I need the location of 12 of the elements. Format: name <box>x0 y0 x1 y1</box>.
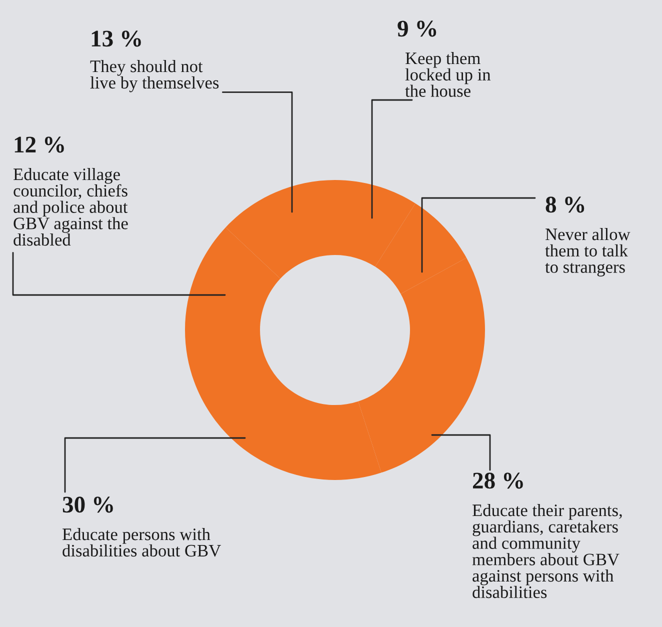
data-label: 9 % <box>398 20 436 37</box>
slice-label: Educate their parents, guardians, caretakers and community members about GBV against persons with disabilities <box>472 504 622 598</box>
slice-label: Never allow them to talk to strangers <box>545 228 630 276</box>
data-label: 12 % <box>14 136 64 153</box>
slice-label: Educate village councilor, chiefs and police about GBV against the disabled <box>14 168 128 246</box>
slice-label: Keep them locked up in the house <box>405 52 491 97</box>
data-label: 13 % <box>92 30 141 47</box>
data-label: 28 % <box>472 472 523 489</box>
data-label: 8 % <box>546 196 584 213</box>
slice-label: They should not live by themselves <box>90 60 219 92</box>
data-label: 30 % <box>62 496 113 513</box>
slice-label: Educate persons with disabilities about GBV <box>62 528 221 557</box>
